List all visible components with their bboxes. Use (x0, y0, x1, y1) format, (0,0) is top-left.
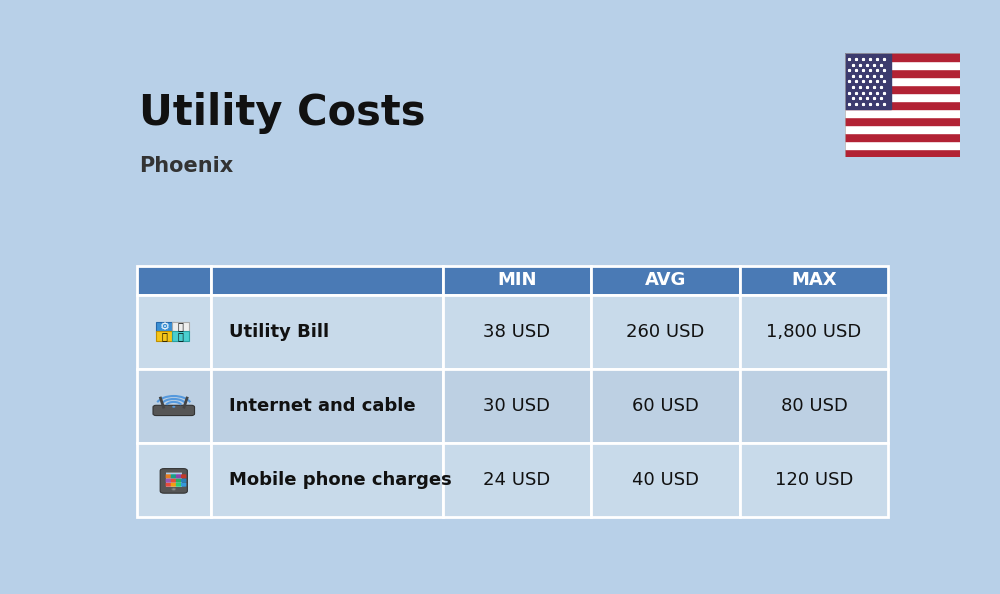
FancyBboxPatch shape (176, 478, 181, 482)
Circle shape (172, 406, 175, 407)
FancyBboxPatch shape (176, 482, 181, 486)
Text: 🔧: 🔧 (178, 322, 183, 331)
FancyBboxPatch shape (211, 443, 443, 517)
FancyBboxPatch shape (160, 469, 187, 493)
Bar (845, 86, 960, 93)
Text: 24 USD: 24 USD (483, 471, 550, 489)
Bar (845, 93, 960, 102)
Text: 40 USD: 40 USD (632, 471, 699, 489)
Text: Phoenix: Phoenix (139, 156, 233, 176)
FancyBboxPatch shape (156, 331, 174, 342)
Text: 38 USD: 38 USD (483, 323, 550, 341)
FancyBboxPatch shape (166, 474, 171, 478)
FancyBboxPatch shape (171, 482, 176, 486)
Text: 120 USD: 120 USD (775, 471, 853, 489)
FancyBboxPatch shape (740, 443, 888, 517)
Text: 🚰: 🚰 (178, 331, 183, 341)
FancyBboxPatch shape (740, 295, 888, 369)
Text: 1,800 USD: 1,800 USD (766, 323, 862, 341)
Bar (845, 102, 960, 109)
FancyBboxPatch shape (137, 369, 211, 443)
FancyBboxPatch shape (591, 295, 740, 369)
Text: Utility Costs: Utility Costs (139, 92, 425, 134)
Text: 80 USD: 80 USD (781, 397, 848, 415)
Bar (845, 53, 960, 61)
FancyBboxPatch shape (153, 405, 195, 416)
Text: Mobile phone charges: Mobile phone charges (229, 471, 452, 489)
Circle shape (172, 488, 176, 491)
Text: Utility Bill: Utility Bill (229, 323, 330, 341)
Text: MIN: MIN (497, 271, 537, 289)
Bar (845, 69, 960, 77)
FancyBboxPatch shape (211, 295, 443, 369)
FancyBboxPatch shape (443, 369, 591, 443)
Bar (845, 53, 891, 109)
FancyBboxPatch shape (176, 474, 181, 478)
Bar (845, 134, 960, 141)
FancyBboxPatch shape (211, 369, 443, 443)
Text: 260 USD: 260 USD (626, 323, 705, 341)
Text: ⚙: ⚙ (160, 322, 170, 331)
FancyBboxPatch shape (166, 482, 171, 486)
FancyBboxPatch shape (181, 478, 186, 482)
Bar (845, 125, 960, 134)
FancyBboxPatch shape (166, 472, 182, 473)
Text: 60 USD: 60 USD (632, 397, 699, 415)
Bar (845, 118, 960, 125)
Bar (845, 109, 960, 118)
FancyBboxPatch shape (591, 266, 740, 295)
FancyBboxPatch shape (181, 482, 186, 486)
Text: MAX: MAX (791, 271, 837, 289)
FancyBboxPatch shape (591, 443, 740, 517)
Text: Internet and cable: Internet and cable (229, 397, 416, 415)
FancyBboxPatch shape (443, 443, 591, 517)
FancyBboxPatch shape (443, 295, 591, 369)
Bar (845, 77, 960, 86)
Text: 30 USD: 30 USD (483, 397, 550, 415)
FancyBboxPatch shape (591, 369, 740, 443)
FancyBboxPatch shape (137, 266, 211, 295)
Bar (845, 141, 960, 150)
Text: 🔌: 🔌 (162, 331, 168, 341)
FancyBboxPatch shape (181, 474, 186, 478)
FancyBboxPatch shape (137, 295, 211, 369)
FancyBboxPatch shape (443, 266, 591, 295)
FancyBboxPatch shape (171, 478, 176, 482)
FancyBboxPatch shape (166, 473, 182, 488)
FancyBboxPatch shape (171, 474, 176, 478)
FancyBboxPatch shape (166, 478, 171, 482)
FancyBboxPatch shape (172, 331, 189, 342)
FancyBboxPatch shape (740, 266, 888, 295)
Bar (845, 61, 960, 69)
Text: AVG: AVG (645, 271, 686, 289)
FancyBboxPatch shape (156, 321, 174, 331)
Bar (845, 150, 960, 157)
FancyBboxPatch shape (740, 369, 888, 443)
FancyBboxPatch shape (211, 266, 443, 295)
FancyBboxPatch shape (172, 321, 189, 331)
FancyBboxPatch shape (137, 443, 211, 517)
